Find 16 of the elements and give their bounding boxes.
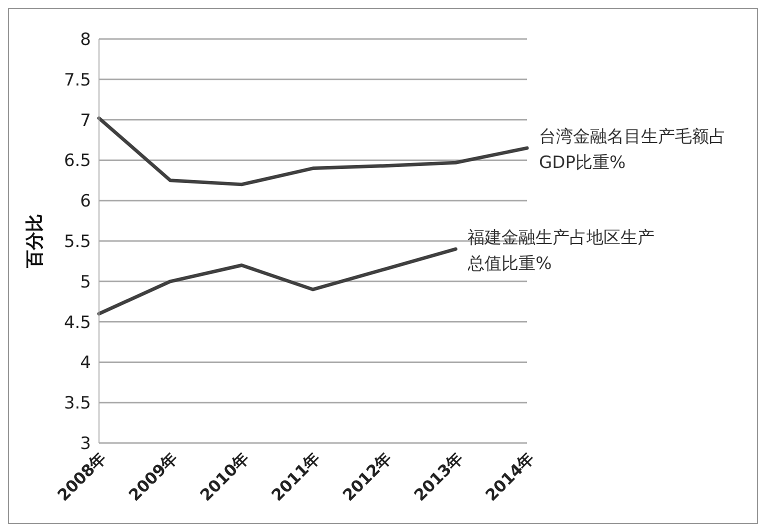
line-series [97, 116, 529, 186]
y-tick-label: 5 [80, 272, 91, 292]
y-tick-label: 3 [80, 434, 91, 454]
series-label: 台湾金融名目生产毛额占GDP比重% [539, 126, 727, 176]
y-axis-title: 百分比 [24, 214, 46, 269]
y-tick-label: 6 [80, 192, 91, 212]
y-tick-label: 4.5 [64, 312, 91, 333]
y-tick-label: 8 [80, 30, 91, 50]
y-tick-label: 4 [80, 353, 91, 374]
series-label: 福建金融生产占地区生产总值比重% [468, 227, 656, 276]
y-tick-label: 7 [80, 110, 91, 131]
y-tick-label: 3.5 [64, 394, 91, 414]
y-tick-label: 5.5 [64, 232, 91, 252]
y-tick-label: 6.5 [64, 151, 91, 172]
line-series [97, 247, 458, 316]
y-tick-label: 7.5 [64, 70, 91, 90]
